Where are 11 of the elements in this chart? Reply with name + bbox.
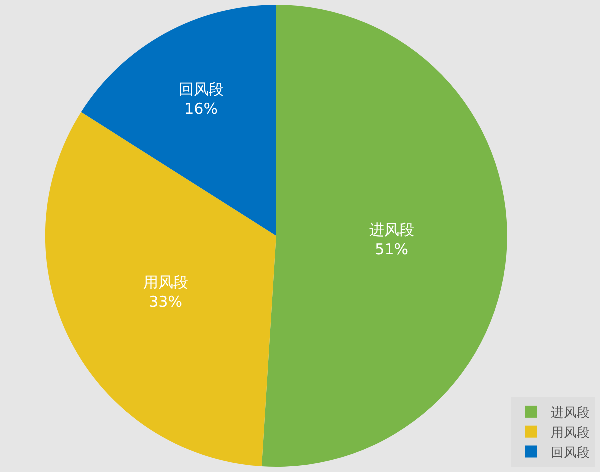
slice-label: 进风段 (369, 220, 414, 239)
data-label: 16% (184, 100, 218, 118)
pie-slice (262, 5, 508, 467)
slice-label: 回风段 (178, 80, 224, 99)
legend-label: 用风段 (551, 426, 590, 441)
legend-label: 进风段 (551, 406, 590, 422)
legend-label: 回风段 (551, 446, 590, 461)
data-label: 51% (375, 240, 409, 258)
pie-slice (81, 5, 276, 236)
slice-label: 用风段 (143, 274, 188, 292)
data-label: 33% (149, 293, 182, 312)
